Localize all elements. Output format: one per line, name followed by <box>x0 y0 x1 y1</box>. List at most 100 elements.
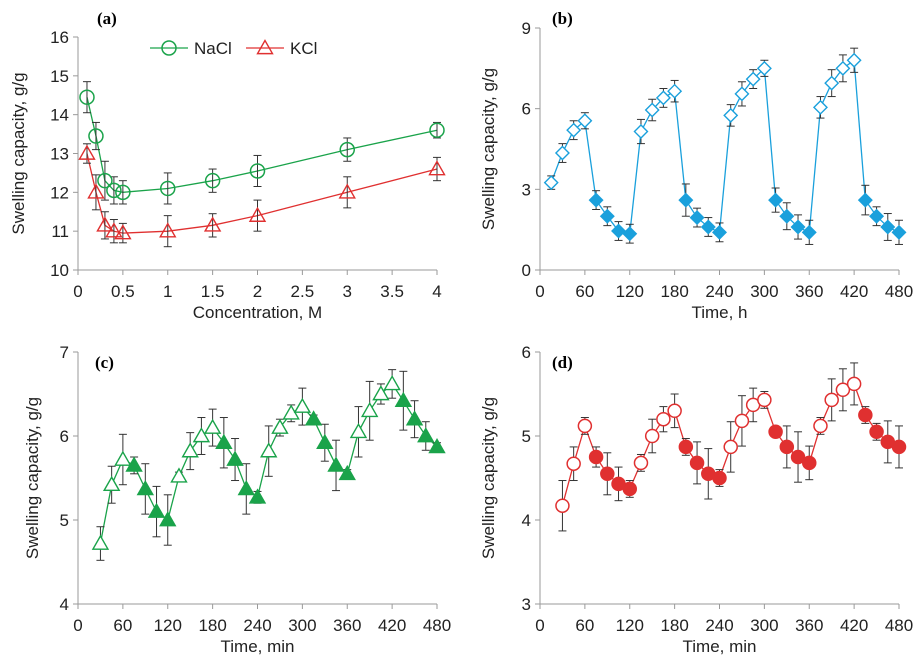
x-tick-label: 60 <box>575 282 594 301</box>
y-tick-label: 16 <box>50 28 69 47</box>
x-axis-title: Time, min <box>221 637 295 656</box>
y-tick-label: 4 <box>522 511 531 530</box>
error-bar <box>163 172 172 205</box>
data-point <box>712 470 727 486</box>
series-nacl <box>79 81 445 205</box>
data-point <box>554 145 570 161</box>
error-bar <box>91 174 100 211</box>
data-point <box>689 455 705 471</box>
x-tick-label: 0 <box>73 616 82 635</box>
data-point <box>237 480 255 496</box>
x-tick-label: 120 <box>616 616 644 635</box>
x-tick-label: 480 <box>885 282 913 301</box>
data-point <box>790 449 806 465</box>
chart-panel-b: 0 3 6 9 0 60 120 180 240 300 360 420 480 Time, h Swell… <box>479 9 913 322</box>
x-tick-label: 0 <box>73 282 82 301</box>
y-tick-label: 3 <box>522 180 531 199</box>
data-point <box>125 456 143 472</box>
data-point <box>372 385 390 401</box>
data-point <box>678 192 694 208</box>
x-tick-label: 3.5 <box>380 282 404 301</box>
data-point <box>192 427 211 443</box>
data-point <box>327 456 345 472</box>
data-point <box>170 467 188 483</box>
x-tick-label: 360 <box>795 616 823 635</box>
x-tick-label: 240 <box>243 616 271 635</box>
data-point <box>114 224 132 240</box>
error-bar <box>343 137 352 162</box>
x-tick-label: 180 <box>660 282 688 301</box>
data-point <box>869 208 885 224</box>
data-point <box>394 391 413 408</box>
x-tick-label: 420 <box>378 616 406 635</box>
data-point <box>79 89 95 105</box>
data-point <box>644 102 660 118</box>
legend-label-nacl: NaCl <box>194 39 232 58</box>
y-axis-title: Swelling capacity, g/g <box>23 397 42 559</box>
series-line <box>86 97 438 193</box>
data-point <box>622 481 637 497</box>
data-point <box>846 376 862 392</box>
data-point <box>349 422 368 439</box>
data-point <box>723 107 739 123</box>
series-kcl <box>78 143 446 248</box>
data-point <box>622 226 638 242</box>
y-axis-title: Swelling capacity, g/g <box>479 68 498 230</box>
data-point <box>667 403 682 419</box>
data-point <box>824 392 839 408</box>
data-point <box>801 224 817 240</box>
data-point <box>790 219 806 235</box>
data-point <box>824 75 840 91</box>
data-point <box>78 144 96 160</box>
data-point <box>316 433 334 450</box>
data-point <box>91 534 110 550</box>
data-point <box>689 210 705 226</box>
series-line <box>86 153 438 234</box>
x-axis-title: Concentration, M <box>193 303 322 322</box>
data-point <box>159 222 177 238</box>
x-tick-label: 120 <box>154 616 182 635</box>
x-tick-label: 360 <box>333 616 361 635</box>
data-point <box>745 71 761 87</box>
data-point <box>147 502 166 518</box>
data-point <box>857 192 873 208</box>
y-tick-label: 4 <box>60 595 69 614</box>
data-point <box>159 511 177 527</box>
x-tick-label: 0 <box>535 616 544 635</box>
data-point <box>813 418 828 434</box>
series-data <box>555 362 907 532</box>
x-axis-title: Time, min <box>683 637 757 656</box>
data-point <box>136 480 155 496</box>
x-tick-label: 240 <box>705 616 733 635</box>
y-axis-title: Swelling capacity, g/g <box>9 72 28 234</box>
data-point <box>655 90 671 106</box>
error-bar <box>253 154 262 188</box>
x-tick-label: 300 <box>750 616 778 635</box>
data-point <box>802 455 817 471</box>
y-tick-label: 7 <box>60 343 69 362</box>
data-point <box>360 401 379 418</box>
data-point <box>115 184 131 201</box>
data-point <box>215 433 233 450</box>
data-point <box>633 124 649 140</box>
data-point <box>667 83 683 99</box>
data-point <box>891 224 907 240</box>
error-bar <box>208 168 217 193</box>
error-bar <box>433 121 441 139</box>
data-point <box>869 424 884 440</box>
panel-label: (d) <box>552 353 573 372</box>
data-point <box>779 439 795 455</box>
data-point <box>756 60 772 76</box>
data-point <box>248 488 267 504</box>
data-point <box>417 427 435 443</box>
data-point <box>880 219 896 235</box>
x-tick-label: 1 <box>163 282 172 301</box>
y-tick-label: 6 <box>522 100 531 119</box>
x-axis-title: Time, h <box>691 303 747 322</box>
data-point <box>779 208 795 224</box>
y-tick-label: 10 <box>50 261 69 280</box>
legend: NaCl KCl <box>150 39 317 58</box>
y-tick-label: 5 <box>60 511 69 530</box>
y-tick-label: 6 <box>522 343 531 362</box>
